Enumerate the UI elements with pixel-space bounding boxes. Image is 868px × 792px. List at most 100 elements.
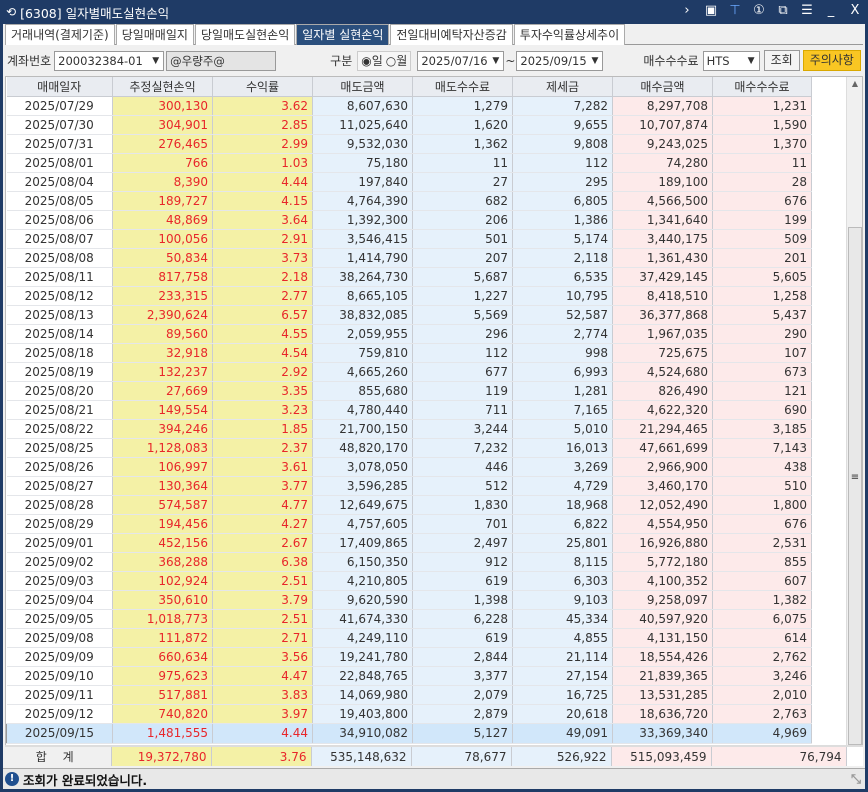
column-header-est-realized-pnl[interactable]: 추정실현손익 — [112, 77, 213, 97]
cell-buy-fee: 3,185 — [712, 419, 812, 439]
window-icon[interactable]: ▣ — [704, 3, 718, 18]
column-header-sell-amount[interactable]: 매도금액 — [312, 77, 413, 97]
scroll-thumb[interactable]: ≡ — [848, 227, 862, 745]
tab-daily-journal[interactable]: 당일매매일지 — [115, 24, 194, 45]
tab-trade-history[interactable]: 거래내역(결제기준) — [5, 24, 115, 45]
date-to-select[interactable]: 2025/09/15 ▼ — [516, 50, 604, 71]
table-row[interactable]: 2025/09/04 350,610 3.79 9,620,590 1,398 9,103… — [6, 590, 812, 610]
cell-sell-fee: 677 — [412, 362, 513, 382]
cell-date: 2025/07/31 — [6, 134, 113, 154]
cell-buy-fee: 2,762 — [712, 647, 812, 667]
cell-buy-amount: 4,131,150 — [612, 628, 713, 648]
tab-daily-realized[interactable]: 당일매도실현손익 — [194, 24, 296, 45]
scroll-up-icon[interactable]: ▲ — [851, 79, 859, 88]
account-select[interactable]: 200032384-01 ▼ — [54, 50, 165, 71]
table-row[interactable]: 2025/08/05 189,727 4.15 4,764,390 682 6,805 4,… — [6, 191, 812, 211]
table-row[interactable]: 2025/08/26 106,997 3.61 3,078,050 446 3,269 2,… — [6, 457, 812, 477]
minimize-icon[interactable]: _ — [827, 3, 835, 18]
tab-by-date-realized[interactable]: 일자별 실현손익 — [296, 24, 390, 45]
cell-buy-fee: 673 — [712, 362, 812, 382]
cell-return-rate: 3.64 — [212, 210, 313, 230]
table-row[interactable]: 2025/08/11 817,758 2.18 38,264,730 5,687 6,53… — [6, 267, 812, 287]
table-row[interactable]: 2025/08/29 194,456 4.27 4,757,605 701 6,822 4,… — [6, 514, 812, 534]
table-row[interactable]: 2025/08/21 149,554 3.23 4,780,440 711 7,165 4,… — [6, 400, 812, 420]
table-row[interactable]: 2025/08/07 100,056 2.91 3,546,415 501 5,174 3,… — [6, 229, 812, 249]
date-from-value: 2025/07/16 — [421, 53, 488, 68]
table-row[interactable]: 2025/08/27 130,364 3.77 3,596,285 512 4,729 3,… — [6, 476, 812, 496]
cell-sell-amount: 22,848,765 — [312, 666, 413, 686]
table-row[interactable]: 2025/09/11 517,881 3.83 14,069,980 2,079 16,7… — [6, 685, 812, 705]
cell-sell-fee: 2,497 — [412, 533, 513, 553]
resize-grip-icon[interactable]: ⤡ — [850, 771, 861, 786]
cell-est-realized-pnl: 276,465 — [112, 134, 213, 154]
column-header-tax[interactable]: 제세금 — [512, 77, 613, 97]
total-return-rate: 3.76 — [211, 747, 312, 766]
radio-day[interactable]: ◉ — [361, 53, 372, 68]
table-row[interactable]: 2025/07/31 276,465 2.99 9,532,030 1,362 9,808… — [6, 134, 812, 154]
fee-select[interactable]: HTS ▼ — [702, 50, 760, 71]
table-row[interactable]: 2025/07/29 300,130 3.62 8,607,630 1,279 7,282… — [6, 96, 812, 116]
table-row[interactable]: 2025/08/22 394,246 1.85 21,700,150 3,244 5,01… — [6, 419, 812, 439]
table-row[interactable]: 2025/08/13 2,390,624 6.57 38,832,085 5,569 52… — [6, 305, 812, 325]
account-label: 계좌번호 — [7, 54, 52, 68]
period-radio-group: ◉ 일 ○ 월 — [357, 50, 412, 71]
table-row[interactable]: 2025/08/28 574,587 4.77 12,649,675 1,830 18,9… — [6, 495, 812, 515]
cell-est-realized-pnl: 2,390,624 — [112, 305, 213, 325]
table-row[interactable]: 2025/08/12 233,315 2.77 8,665,105 1,227 10,79… — [6, 286, 812, 306]
cell-buy-amount: 3,440,175 — [612, 229, 713, 249]
column-header-buy-fee[interactable]: 매수수수료 — [712, 77, 812, 97]
table-row[interactable]: 2025/08/08 50,834 3.73 1,414,790 207 2,118 1,3… — [6, 248, 812, 268]
column-header-sell-fee[interactable]: 매도수수료 — [412, 77, 513, 97]
table-row[interactable]: 2025/09/15 1,481,555 4.44 34,910,082 5,127 49… — [6, 723, 812, 744]
tab-asset-change[interactable]: 전일대비예탁자산증감 — [390, 24, 513, 45]
vertical-scrollbar[interactable]: ▲ ≡ ▼ — [846, 77, 862, 766]
column-header-date[interactable]: 매매일자 — [6, 77, 113, 97]
menu-icon[interactable]: ☰ — [801, 3, 813, 18]
title-bar: ⟲ [6308] 일자별매도실현손익 › ▣ ⊤ ① ⧉ ☰ _ X — [0, 0, 868, 24]
cell-tax: 21,114 — [512, 647, 613, 667]
table-row[interactable]: 2025/08/25 1,128,083 2.37 48,820,170 7,232 16… — [6, 438, 812, 458]
date-from-select[interactable]: 2025/07/16 ▼ — [417, 50, 505, 71]
table-row[interactable]: 2025/08/18 32,918 4.54 759,810 112 998 725,675… — [6, 343, 812, 363]
cell-sell-amount: 4,757,605 — [312, 514, 413, 534]
query-button[interactable]: 조회 — [763, 50, 800, 71]
column-header-return-rate[interactable]: 수익률 — [212, 77, 313, 97]
cell-tax: 1,386 — [512, 210, 613, 230]
table-row[interactable]: 2025/09/01 452,156 2.67 17,409,865 2,497 25,8… — [6, 533, 812, 553]
table-row[interactable]: 2025/08/04 8,390 4.44 197,840 27 295 189,100 28 — [6, 172, 812, 192]
close-icon[interactable]: X — [850, 3, 860, 18]
notice-button[interactable]: 주의사항 — [802, 50, 861, 71]
table-row[interactable]: 2025/08/06 48,869 3.64 1,392,300 206 1,386 1,3… — [6, 210, 812, 230]
cell-est-realized-pnl: 304,901 — [112, 115, 213, 135]
table-row[interactable]: 2025/09/02 368,288 6.38 6,150,350 912 8,115 5,… — [6, 552, 812, 572]
cell-date: 2025/08/22 — [6, 419, 113, 439]
table-row[interactable]: 2025/09/10 975,623 4.47 22,848,765 3,377 27,1… — [6, 666, 812, 686]
cell-date: 2025/08/19 — [6, 362, 113, 382]
cell-buy-amount: 4,622,320 — [612, 400, 713, 420]
cell-sell-fee: 296 — [412, 324, 513, 344]
table-row[interactable]: 2025/08/01 766 1.03 75,180 11 112 74,280 11 — [6, 153, 812, 173]
table-row[interactable]: 2025/09/08 111,872 2.71 4,249,110 619 4,855 4,… — [6, 628, 812, 648]
cell-sell-fee: 619 — [412, 628, 513, 648]
cell-tax: 9,103 — [512, 590, 613, 610]
column-header-buy-amount[interactable]: 매수금액 — [612, 77, 713, 97]
cell-buy-amount: 8,418,510 — [612, 286, 713, 306]
link-icon[interactable]: ⟲ — [6, 5, 17, 19]
cell-buy-amount: 1,341,640 — [612, 210, 713, 230]
copy-icon[interactable]: ⧉ — [778, 3, 788, 18]
table-row[interactable]: 2025/09/09 660,634 3.56 19,241,780 2,844 21,1… — [6, 647, 812, 667]
radio-month[interactable]: ○ — [385, 53, 397, 68]
pin-icon[interactable]: ⊤ — [729, 3, 741, 18]
table-row[interactable]: 2025/09/12 740,820 3.97 19,403,800 2,879 20,6… — [6, 704, 812, 724]
table-row[interactable]: 2025/09/03 102,924 2.51 4,210,805 619 6,303 4,… — [6, 571, 812, 591]
one-screen-icon[interactable]: ① — [753, 3, 765, 18]
expand-icon[interactable]: › — [684, 3, 690, 18]
table-row[interactable]: 2025/07/30 304,901 2.85 11,025,640 1,620 9,65… — [6, 115, 812, 135]
table-row[interactable]: 2025/08/19 132,237 2.92 4,665,260 677 6,993 4,… — [6, 362, 812, 382]
cell-return-rate: 1.85 — [212, 419, 313, 439]
cell-buy-amount: 21,839,365 — [612, 666, 713, 686]
table-row[interactable]: 2025/08/14 89,560 4.55 2,059,955 296 2,774 1,9… — [6, 324, 812, 344]
table-row[interactable]: 2025/08/20 27,669 3.35 855,680 119 1,281 826,4… — [6, 381, 812, 401]
tab-return-trend[interactable]: 투자수익률상세추이 — [513, 24, 626, 45]
table-row[interactable]: 2025/09/05 1,018,773 2.51 41,674,330 6,228 45… — [6, 609, 812, 629]
